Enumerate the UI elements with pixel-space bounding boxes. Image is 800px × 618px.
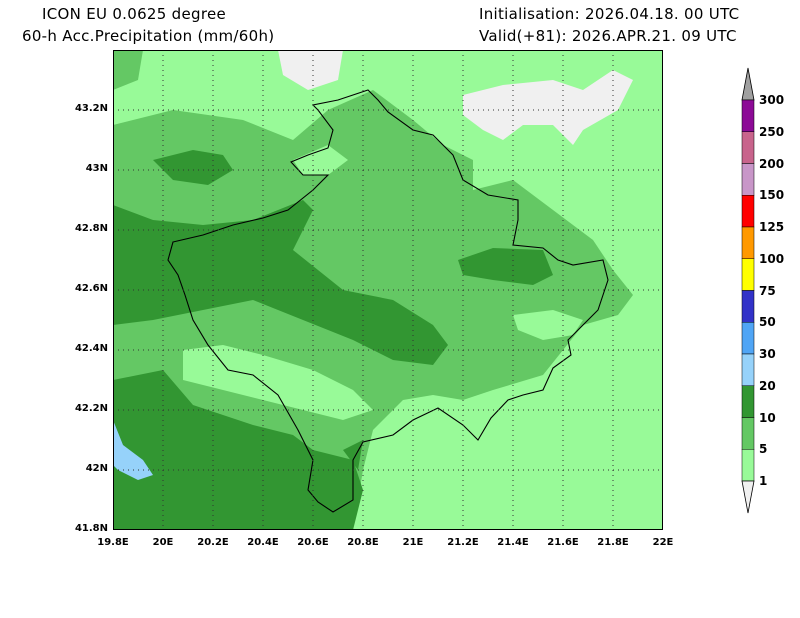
lat-tick-label: 43N <box>85 163 108 174</box>
lon-tick-label: 20.4E <box>247 537 279 548</box>
lon-tick-label: 21.4E <box>497 537 529 548</box>
colorbar-over-triangle <box>741 67 755 101</box>
precip-10-20-area <box>458 248 553 285</box>
colorbar-bin <box>741 417 755 450</box>
precip-20-30-area <box>113 420 153 480</box>
lat-tick-label: 42.6N <box>74 283 108 294</box>
colorbar-bin <box>741 195 755 228</box>
colorbar-label: 75 <box>759 283 776 298</box>
precip-5-10-area <box>113 50 143 90</box>
colorbar-label: 300 <box>759 93 785 107</box>
precip-10-20-area <box>343 440 363 470</box>
precip-1-5-area <box>393 350 663 530</box>
lon-tick-label: 21.8E <box>597 537 629 548</box>
lat-tick-label: 42.4N <box>74 343 108 354</box>
colorbar-bin <box>741 226 755 259</box>
lon-tick-label: 20.8E <box>347 537 379 548</box>
lat-gridlines <box>113 109 663 471</box>
colorbar-label: 30 <box>759 347 776 361</box>
lat-tick-label: 42.8N <box>74 223 108 234</box>
colorbar-bin <box>741 322 755 355</box>
precip-below-1-area <box>463 70 633 145</box>
colorbar-bin <box>741 99 755 132</box>
lon-tick-label: 22E <box>652 537 674 548</box>
precip-1-5-area <box>293 145 348 175</box>
lat-tick-label: 43.2N <box>74 103 108 114</box>
valid-time: Valid(+81): 2026.APR.21. 09 UTC <box>479 27 737 45</box>
colorbar-label: 20 <box>759 378 776 393</box>
colorbar-label: 50 <box>759 315 776 330</box>
colorbar-label: 5 <box>759 442 768 457</box>
init-time: Initialisation: 2026.04.18. 00 UTC <box>479 5 740 23</box>
lon-tick-label: 20.6E <box>297 537 329 548</box>
colorbar-label: 10 <box>759 410 776 425</box>
lon-tick-label: 19.8E <box>97 537 129 548</box>
colorbar-label: 1 <box>759 474 768 488</box>
model-title: ICON EU 0.0625 degree <box>42 5 227 23</box>
lon-tick-label: 21.2E <box>447 537 479 548</box>
lon-gridlines <box>162 50 614 530</box>
precip-10-20-area <box>113 200 448 365</box>
colorbar-under-triangle <box>741 480 755 514</box>
colorbar <box>741 67 755 514</box>
colorbar-bin <box>741 131 755 164</box>
colorbar-bin <box>741 353 755 386</box>
colorbar-bin <box>741 385 755 418</box>
colorbar-label: 100 <box>759 251 785 266</box>
colorbar-label: 150 <box>759 188 785 203</box>
lat-tick-label: 42N <box>85 463 108 474</box>
lat-tick-label: 42.2N <box>74 403 108 414</box>
colorbar-label: 125 <box>759 220 785 234</box>
colorbar-label: 250 <box>759 124 785 139</box>
precip-below-1-area <box>278 50 343 90</box>
precip-10-20-area <box>153 150 233 185</box>
lon-tick-label: 21E <box>402 537 424 548</box>
precip-1-5-area <box>183 345 373 420</box>
lon-tick-label: 20.2E <box>197 537 229 548</box>
precip-1-5-area <box>513 310 583 340</box>
map-plot <box>113 50 663 530</box>
colorbar-label: 200 <box>759 156 785 171</box>
field-title: 60-h Acc.Precipitation (mm/60h) <box>22 27 275 45</box>
map-frame <box>113 50 663 530</box>
lon-tick-label: 21.6E <box>547 537 579 548</box>
country-border <box>167 89 609 513</box>
precip-10-20-area <box>113 370 363 530</box>
colorbar-bin <box>741 258 755 291</box>
colorbar-bin <box>741 290 755 323</box>
lat-tick-label: 41.8N <box>74 523 108 534</box>
colorbar-bin <box>741 449 755 482</box>
colorbar-bin <box>741 163 755 196</box>
lon-tick-label: 20E <box>152 537 174 548</box>
